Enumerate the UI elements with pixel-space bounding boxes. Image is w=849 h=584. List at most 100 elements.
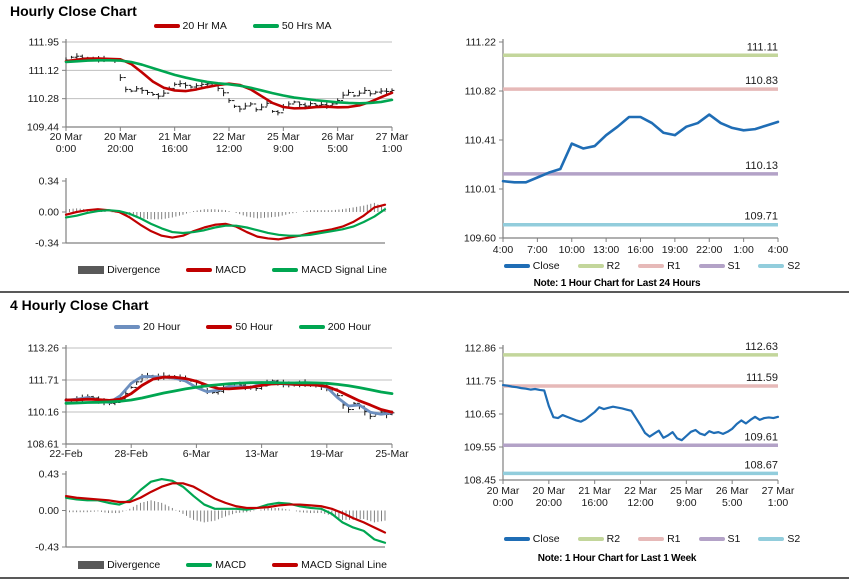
50-hrs-ma-swatch — [252, 24, 279, 28]
legend-item-macd: MACD — [186, 559, 246, 571]
pivot-1week-note: Note: 1 Hour Chart for Last 1 Week — [537, 553, 697, 564]
s2-swatch — [758, 264, 785, 268]
svg-text:20 Mar: 20 Mar — [487, 485, 520, 497]
svg-text:6-Mar: 6-Mar — [183, 448, 211, 460]
legend-item-20-hr-ma: 20 Hr MA — [153, 20, 227, 32]
svg-text:21 Mar: 21 Mar — [578, 485, 611, 497]
legend-label: Divergence — [107, 559, 161, 571]
legend-label: MACD — [215, 559, 247, 571]
svg-text:111.59: 111.59 — [746, 372, 778, 384]
svg-text:12:00: 12:00 — [627, 497, 653, 509]
hourly-chart-title: Hourly Close Chart — [10, 3, 137, 19]
r2-swatch — [577, 537, 604, 541]
svg-text:110.41: 110.41 — [465, 135, 496, 147]
svg-text:111.71: 111.71 — [28, 375, 59, 387]
svg-text:20 Mar: 20 Mar — [532, 485, 565, 497]
legend-item-s1: S1 — [698, 533, 741, 545]
four-hourly-price-legend: 20 Hour 50 Hour 200 Hour — [60, 321, 425, 333]
legend-label: R1 — [667, 260, 681, 272]
svg-text:-0.43: -0.43 — [35, 542, 59, 554]
svg-text:21 Mar: 21 Mar — [158, 131, 191, 143]
r1-swatch — [638, 537, 665, 541]
svg-text:0.00: 0.00 — [39, 505, 60, 517]
legend-item-200-hour: 200 Hour — [298, 321, 371, 333]
macd-swatch — [186, 563, 213, 567]
svg-text:7:00: 7:00 — [527, 244, 548, 256]
legend-label: 20 Hour — [143, 321, 181, 333]
svg-text:27 Mar: 27 Mar — [376, 131, 409, 143]
svg-text:9:00: 9:00 — [676, 497, 697, 509]
legend-label: S2 — [787, 260, 801, 272]
pivot-24h-section: 111.22 110.82 110.41 110.01 109.60 4:00 7:00 10… — [425, 0, 849, 293]
hourly-close-section: Hourly Close Chart 20 Hr MA 50 Hrs MA 111… — [0, 0, 425, 293]
divergence-swatch — [78, 266, 105, 274]
svg-text:13:00: 13:00 — [593, 244, 619, 256]
hourly-macd-legend: Divergence MACD MACD Signal Line — [40, 264, 425, 276]
legend-label: S1 — [727, 533, 741, 545]
legend-label: 50 Hour — [235, 321, 273, 333]
legend-item-r2: R2 — [577, 533, 621, 545]
svg-text:111.22: 111.22 — [465, 37, 496, 49]
svg-text:0.34: 0.34 — [39, 176, 60, 188]
svg-text:1:00: 1:00 — [382, 143, 403, 155]
svg-text:111.12: 111.12 — [28, 65, 59, 77]
divergence-swatch — [78, 561, 105, 569]
legend-label: S1 — [727, 260, 741, 272]
legend-label: R2 — [606, 260, 621, 272]
macd-swatch — [186, 268, 213, 272]
legend-item-macd-signal-line: MACD Signal Line — [272, 559, 387, 571]
close-swatch — [503, 264, 530, 268]
section-divider — [0, 291, 849, 293]
svg-text:22 Mar: 22 Mar — [624, 485, 657, 497]
legend-item-r1: R1 — [638, 260, 681, 272]
svg-text:9:00: 9:00 — [273, 143, 294, 155]
legend-item-divergence: Divergence — [78, 264, 160, 276]
svg-text:110.01: 110.01 — [465, 184, 496, 196]
macd-signal-line-swatch — [272, 268, 299, 272]
page-bottom-divider — [0, 577, 849, 579]
legend-item-s2: S2 — [758, 260, 800, 272]
svg-text:112.63: 112.63 — [745, 341, 778, 353]
svg-text:110.65: 110.65 — [465, 409, 496, 421]
legend-label: R2 — [606, 533, 621, 545]
svg-text:12:00: 12:00 — [216, 143, 242, 155]
svg-text:111.75: 111.75 — [465, 376, 496, 388]
legend-label: 50 Hrs MA — [281, 20, 332, 32]
svg-text:16:00: 16:00 — [582, 497, 608, 509]
four-hourly-macd-legend: Divergence MACD MACD Signal Line — [40, 559, 425, 571]
four-hourly-macd-chart: 0.43 0.00 -0.43 — [35, 469, 387, 554]
20-hour-swatch — [114, 325, 141, 329]
200-hour-swatch — [298, 325, 325, 329]
svg-text:113.26: 113.26 — [28, 343, 59, 355]
svg-text:5:00: 5:00 — [722, 497, 743, 509]
legend-item-r2: R2 — [577, 260, 621, 272]
svg-text:109.60: 109.60 — [464, 233, 496, 245]
legend-item-50-hour: 50 Hour — [206, 321, 273, 333]
legend-item-r1: R1 — [638, 533, 681, 545]
legend-item-s1: S1 — [698, 260, 741, 272]
svg-text:10:00: 10:00 — [559, 244, 585, 256]
legend-label: 200 Hour — [327, 321, 371, 333]
svg-text:25 Mar: 25 Mar — [670, 485, 703, 497]
macd-signal-line-swatch — [272, 563, 299, 567]
svg-text:110.28: 110.28 — [28, 93, 59, 105]
legend-label: MACD Signal Line — [301, 559, 387, 571]
pivot-24h-note: Note: 1 Hour Chart for Last 24 Hours — [533, 278, 701, 289]
s1-swatch — [698, 264, 725, 268]
svg-text:20:00: 20:00 — [536, 497, 562, 509]
four-hourly-chart-title: 4 Hourly Close Chart — [10, 297, 149, 313]
svg-text:4:00: 4:00 — [768, 244, 789, 256]
svg-text:28-Feb: 28-Feb — [115, 448, 148, 460]
svg-text:25 Mar: 25 Mar — [267, 131, 300, 143]
r2-swatch — [577, 264, 604, 268]
svg-text:110.82: 110.82 — [465, 86, 496, 98]
pivot-1week-legend: Close R2 R1 S1 S2 — [455, 533, 849, 545]
svg-text:4:00: 4:00 — [493, 244, 514, 256]
svg-text:20 Mar: 20 Mar — [50, 131, 83, 143]
close-swatch — [503, 537, 530, 541]
svg-text:1:00: 1:00 — [768, 497, 789, 509]
svg-text:0:00: 0:00 — [493, 497, 514, 509]
